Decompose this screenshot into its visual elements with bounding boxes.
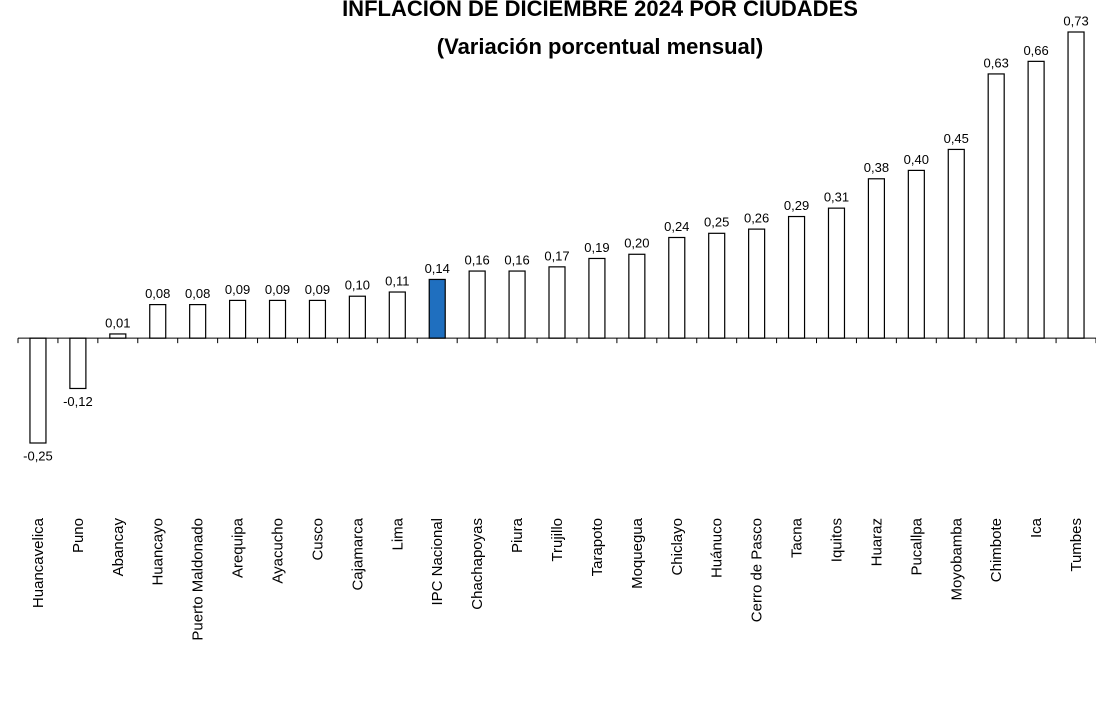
category-label: Huancayo [150, 518, 167, 586]
value-label: 0,01 [105, 315, 130, 330]
value-label: 0,09 [305, 282, 330, 297]
bar [1067, 31, 1085, 339]
category-label: Piura [509, 517, 526, 553]
bar [628, 253, 646, 339]
value-label: 0,45 [944, 131, 969, 146]
category-label: Arequipa [230, 517, 247, 578]
value-label: 0,19 [584, 240, 609, 255]
category-label: Tarapoto [589, 518, 606, 576]
bar [668, 236, 686, 339]
bar [149, 304, 167, 339]
value-label: 0,08 [185, 286, 210, 301]
bar [548, 266, 566, 339]
category-label: Cajamarca [349, 517, 366, 590]
bar [708, 232, 726, 339]
category-label: IPC Nacional [429, 518, 446, 606]
bar [29, 337, 47, 444]
category-label: Lima [389, 517, 406, 550]
bar [588, 257, 606, 339]
value-label: 0,16 [464, 252, 489, 267]
bar [69, 337, 87, 390]
bar [228, 299, 247, 339]
value-label: 0,25 [704, 215, 729, 230]
category-label: Ica [1028, 517, 1045, 538]
value-label: 0,63 [984, 55, 1009, 70]
value-label: 0,10 [345, 278, 370, 293]
category-label: Chachapoyas [469, 518, 486, 610]
chart-subtitle: (Variación porcentual mensual) [437, 34, 763, 59]
value-label: 0,20 [624, 236, 649, 251]
value-label: 0,14 [425, 261, 450, 276]
category-label: Puno [70, 518, 87, 553]
bar [109, 333, 127, 339]
bar [867, 178, 886, 339]
bar [308, 299, 327, 339]
value-label: 0,09 [265, 282, 290, 297]
bar [1027, 60, 1045, 339]
category-label: Tacna [789, 517, 806, 558]
category-label: Tumbes [1068, 518, 1085, 572]
category-label: Iquitos [828, 518, 845, 562]
value-label: 0,11 [385, 273, 409, 288]
value-label: 0,08 [145, 286, 170, 301]
bar [189, 304, 207, 339]
category-label: Ayacucho [270, 518, 287, 584]
category-label: Pucallpa [908, 517, 925, 575]
category-label: Moyobamba [948, 517, 965, 600]
bar [748, 228, 766, 339]
category-label: Abancay [110, 518, 127, 577]
value-label: 0,26 [744, 211, 769, 226]
bar [907, 169, 925, 339]
value-label: 0,29 [784, 198, 809, 213]
chart-title: INFLACIÓN DE DICIEMBRE 2024 POR CIUDADES [342, 0, 858, 21]
category-label: Huánuco [709, 518, 726, 578]
bar [787, 215, 806, 339]
bar [947, 148, 965, 339]
value-label: 0,66 [1023, 43, 1048, 58]
bar [508, 270, 526, 339]
value-label: 0,38 [864, 160, 889, 175]
value-label: 0,16 [504, 252, 529, 267]
category-label: Moquegua [629, 517, 646, 589]
category-label: Cerro de Pasco [749, 518, 766, 622]
value-label: 0,24 [664, 219, 689, 234]
value-label: -0,12 [63, 394, 93, 409]
category-label: Cusco [309, 518, 326, 561]
category-label: Huaraz [868, 518, 885, 566]
bar [827, 207, 846, 339]
bar [388, 291, 406, 339]
category-label: Chiclayo [669, 518, 686, 576]
value-label: -0,25 [23, 448, 53, 463]
category-label: Chimbote [988, 518, 1005, 582]
bar [468, 270, 486, 339]
category-label: Huancavelica [30, 517, 47, 608]
value-label: 0,09 [225, 282, 250, 297]
bar [428, 278, 446, 339]
value-label: 0,17 [544, 248, 569, 263]
bar [268, 299, 287, 339]
value-label: 0,40 [904, 152, 929, 167]
value-label: 0,73 [1063, 13, 1088, 28]
category-label: Puerto Maldonado [190, 518, 207, 641]
category-label: Trujillo [549, 518, 566, 562]
bar [987, 73, 1005, 339]
value-label: 0,31 [824, 190, 849, 205]
bar [348, 295, 366, 339]
